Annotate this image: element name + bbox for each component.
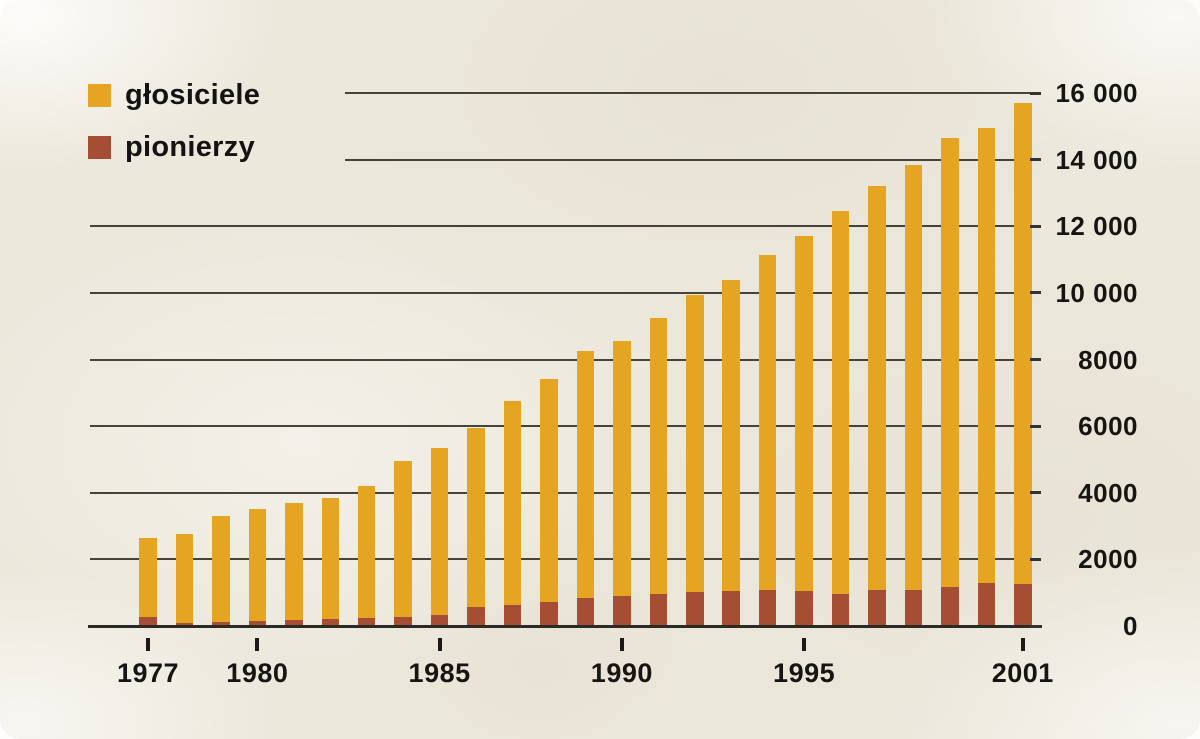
x-axis-label-1980: 1980 (226, 658, 289, 688)
x-tick-1977 (146, 638, 150, 651)
y-axis-label-16000: 16 000 (1055, 78, 1138, 108)
bar-1977-glosiciele (139, 537, 157, 626)
legend-label-glosiciele: głosiciele (125, 79, 261, 111)
y-tick-14000 (1030, 158, 1041, 162)
bar-1999-pionierzy (941, 587, 959, 626)
x-axis-label-1985: 1985 (408, 658, 471, 688)
bar-1989-glosiciele (576, 351, 595, 626)
bar-1978-glosiciele (175, 534, 194, 626)
bar-1987-pionierzy (503, 605, 522, 626)
y-axis-label-6000: 6000 (1078, 411, 1138, 442)
bar-1988-pionierzy (540, 601, 558, 626)
bar-1990-glosiciele (613, 341, 631, 626)
y-axis-label-2000: 2000 (1078, 544, 1138, 575)
bar-1994-glosiciele (758, 254, 777, 626)
bar-1980-glosiciele (248, 509, 267, 626)
x-tick-1995 (802, 638, 807, 651)
bar-1977-pionierzy (139, 616, 157, 626)
bar-1988-glosiciele (540, 379, 558, 626)
y-tick-16000 (1030, 91, 1041, 95)
y-gridline-8000 (90, 358, 1036, 361)
bar-1989-pionierzy (576, 598, 595, 626)
bar-1995-glosiciele (795, 236, 813, 626)
x-tick-1990 (619, 638, 624, 651)
bar-1995-pionierzy (795, 591, 813, 626)
legend-item-pionierzy: pionierzy (88, 131, 260, 163)
y-tick-8000 (1030, 358, 1041, 361)
x-tick-1985 (437, 638, 442, 651)
bar-1982-glosiciele (321, 497, 339, 626)
bar-1997-pionierzy (868, 590, 886, 626)
bar-1984-pionierzy (394, 616, 412, 626)
bar-1998-glosiciele (904, 164, 923, 626)
y-tick-6000 (1030, 424, 1041, 428)
bar-1986-glosiciele (467, 427, 485, 626)
bar-1993-glosiciele (722, 279, 740, 626)
bar-1983-pionierzy (357, 618, 376, 626)
bar-2001-pionierzy (1014, 583, 1032, 626)
x-axis-label-1977: 1977 (116, 658, 180, 688)
bar-1991-pionierzy (649, 594, 668, 626)
legend-item-glosiciele: głosiciele (88, 79, 261, 111)
y-axis-label-4000: 4000 (1078, 477, 1138, 508)
x-axis-label-2001: 2001 (991, 658, 1054, 688)
legend: głosiciele pionierzy (88, 79, 261, 188)
x-axis-label-1995: 1995 (773, 658, 836, 688)
y-axis-label-8000: 8000 (1078, 344, 1138, 375)
bar-1996-pionierzy (831, 594, 850, 626)
bar-2001-glosiciele (1014, 102, 1032, 626)
bar-1979-glosiciele (212, 516, 230, 626)
bar-1990-pionierzy (613, 596, 631, 626)
bar-1982-pionierzy (321, 619, 339, 626)
y-axis-label-10000: 10 000 (1055, 277, 1138, 308)
x-axis-line (88, 625, 1042, 628)
y-tick-10000 (1030, 291, 1041, 295)
bar-1987-glosiciele (503, 401, 522, 626)
y-gridline-6000 (90, 425, 1036, 428)
bar-1997-glosiciele (868, 186, 886, 626)
legend-label-pionierzy: pionierzy (125, 131, 255, 163)
bar-1984-glosiciele (394, 461, 412, 626)
x-axis-label-1990: 1990 (590, 658, 653, 688)
bar-1999-glosiciele (941, 137, 959, 626)
y-gridline-14000 (345, 158, 1036, 161)
bar-1998-pionierzy (904, 590, 923, 626)
x-tick-1980 (255, 638, 260, 651)
bar-1985-glosiciele (430, 447, 449, 626)
bar-1992-glosiciele (686, 294, 704, 626)
y-gridline-16000 (345, 92, 1036, 94)
y-gridline-2000 (90, 558, 1036, 561)
y-tick-0 (1030, 624, 1041, 628)
x-tick-2001 (1020, 638, 1025, 651)
bar-1983-glosiciele (357, 486, 376, 626)
y-tick-12000 (1030, 224, 1041, 228)
y-gridline-10000 (90, 291, 1036, 294)
y-gridline-12000 (90, 225, 1036, 228)
y-axis-label-12000: 12 000 (1055, 211, 1138, 242)
y-axis-label-0: 0 (1123, 611, 1138, 641)
y-axis-label-14000: 14 000 (1055, 144, 1138, 175)
bar-1978-pionierzy (175, 622, 194, 626)
bar-1994-pionierzy (758, 590, 777, 626)
bar-1991-glosiciele (649, 317, 668, 626)
bar-1979-pionierzy (212, 621, 230, 626)
y-tick-2000 (1030, 557, 1041, 561)
y-gridline-4000 (90, 491, 1036, 494)
bar-1981-pionierzy (285, 620, 303, 626)
bar-1980-pionierzy (248, 620, 267, 626)
bar-1992-pionierzy (686, 591, 704, 626)
legend-swatch-glosiciele-icon (88, 84, 111, 107)
bar-1996-glosiciele (831, 211, 850, 626)
bar-2000-pionierzy (977, 582, 996, 626)
bar-1981-glosiciele (285, 502, 303, 626)
legend-swatch-pionierzy-icon (88, 136, 111, 159)
bar-1985-pionierzy (430, 615, 449, 626)
bar-2000-glosiciele (977, 127, 996, 626)
bar-1986-pionierzy (467, 607, 485, 626)
y-tick-4000 (1030, 491, 1041, 495)
bar-1993-pionierzy (722, 591, 740, 626)
